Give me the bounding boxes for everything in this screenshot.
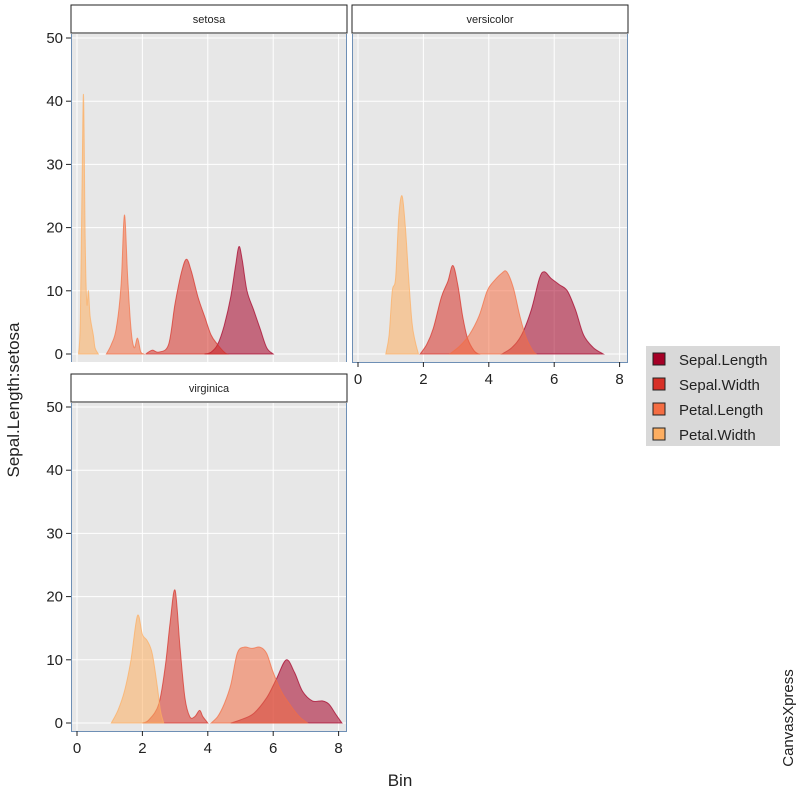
y-axis-title: Sepal.Length:setosa — [4, 322, 23, 478]
x-tick-label: 8 — [615, 371, 623, 388]
legend: Sepal.Length Sepal.Width Petal.Length Petal… — [646, 346, 780, 446]
y-tick-label: 0 — [55, 715, 63, 732]
x-tick-label: 4 — [485, 371, 493, 388]
x-axis-title: Bin — [388, 771, 413, 790]
legend-label: Petal.Width — [679, 427, 756, 444]
x-tick-label: 0 — [354, 371, 362, 388]
legend-item-sepal-length: Sepal.Length — [652, 352, 767, 369]
density-virginica-petal-length — [209, 646, 309, 724]
legend-swatch — [652, 352, 666, 366]
y-tick-label: 20 — [46, 589, 63, 606]
legend-swatch — [652, 402, 666, 416]
credit-text: CanvasXpress — [780, 669, 797, 767]
strip-versicolor — [351, 4, 629, 34]
legend-label: Sepal.Width — [679, 377, 760, 394]
x-tick-label: 2 — [138, 740, 146, 757]
legend-item-sepal-width: Sepal.Width — [652, 377, 760, 394]
y-tick-label: 50 — [46, 30, 63, 47]
y-tick-label: 40 — [46, 93, 63, 110]
density-setosa-petal-width — [78, 94, 100, 355]
strip-setosa — [70, 4, 348, 34]
x-tick-label: 8 — [334, 740, 342, 757]
plot-area-virginica — [71, 403, 347, 731]
x-tick-label: 0 — [73, 740, 81, 757]
y-tick-label: 30 — [46, 525, 63, 542]
panel-versicolor: versicolor 0 2 4 6 8 — [351, 4, 629, 388]
density-versicolor-petal-length — [448, 270, 538, 355]
legend-label: Petal.Length — [679, 402, 763, 419]
plot-area-setosa — [71, 34, 347, 362]
strip-virginica — [70, 373, 348, 403]
legend-box — [646, 346, 780, 446]
y-tick-label: 50 — [46, 399, 63, 416]
legend-item-petal-width: Petal.Width — [652, 427, 756, 444]
y-tick-label: 10 — [46, 283, 63, 300]
y-tick-label: 20 — [46, 220, 63, 237]
y-tick-label: 30 — [46, 156, 63, 173]
y-tick-label: 40 — [46, 462, 63, 479]
strip-label-virginica: virginica — [189, 383, 230, 395]
y-tick-label: 10 — [46, 652, 63, 669]
panel-setosa: setosa 0 10 20 30 40 50 — [46, 4, 348, 363]
density-setosa-petal-length — [105, 214, 146, 355]
x-tick-label: 2 — [419, 371, 427, 388]
strip-label-versicolor: versicolor — [466, 14, 513, 26]
density-areas — [385, 195, 605, 355]
density-areas — [78, 94, 275, 355]
legend-label: Sepal.Length — [679, 352, 767, 369]
x-tick-label: 4 — [204, 740, 212, 757]
legend-item-petal-length: Petal.Length — [652, 402, 763, 419]
density-areas — [110, 589, 343, 724]
x-tick-label: 6 — [550, 371, 558, 388]
density-setosa-sepal-width — [145, 258, 230, 355]
x-tick-label: 6 — [269, 740, 277, 757]
legend-swatch — [652, 377, 666, 391]
panel-virginica: virginica 0 10 20 30 40 50 0 2 4 6 8 — [46, 373, 348, 757]
density-virginica-petal-width — [110, 614, 165, 724]
legend-swatch — [652, 427, 666, 441]
strip-label-setosa: setosa — [193, 14, 226, 26]
y-tick-label: 0 — [55, 346, 63, 363]
density-versicolor-petal-width — [385, 195, 420, 355]
